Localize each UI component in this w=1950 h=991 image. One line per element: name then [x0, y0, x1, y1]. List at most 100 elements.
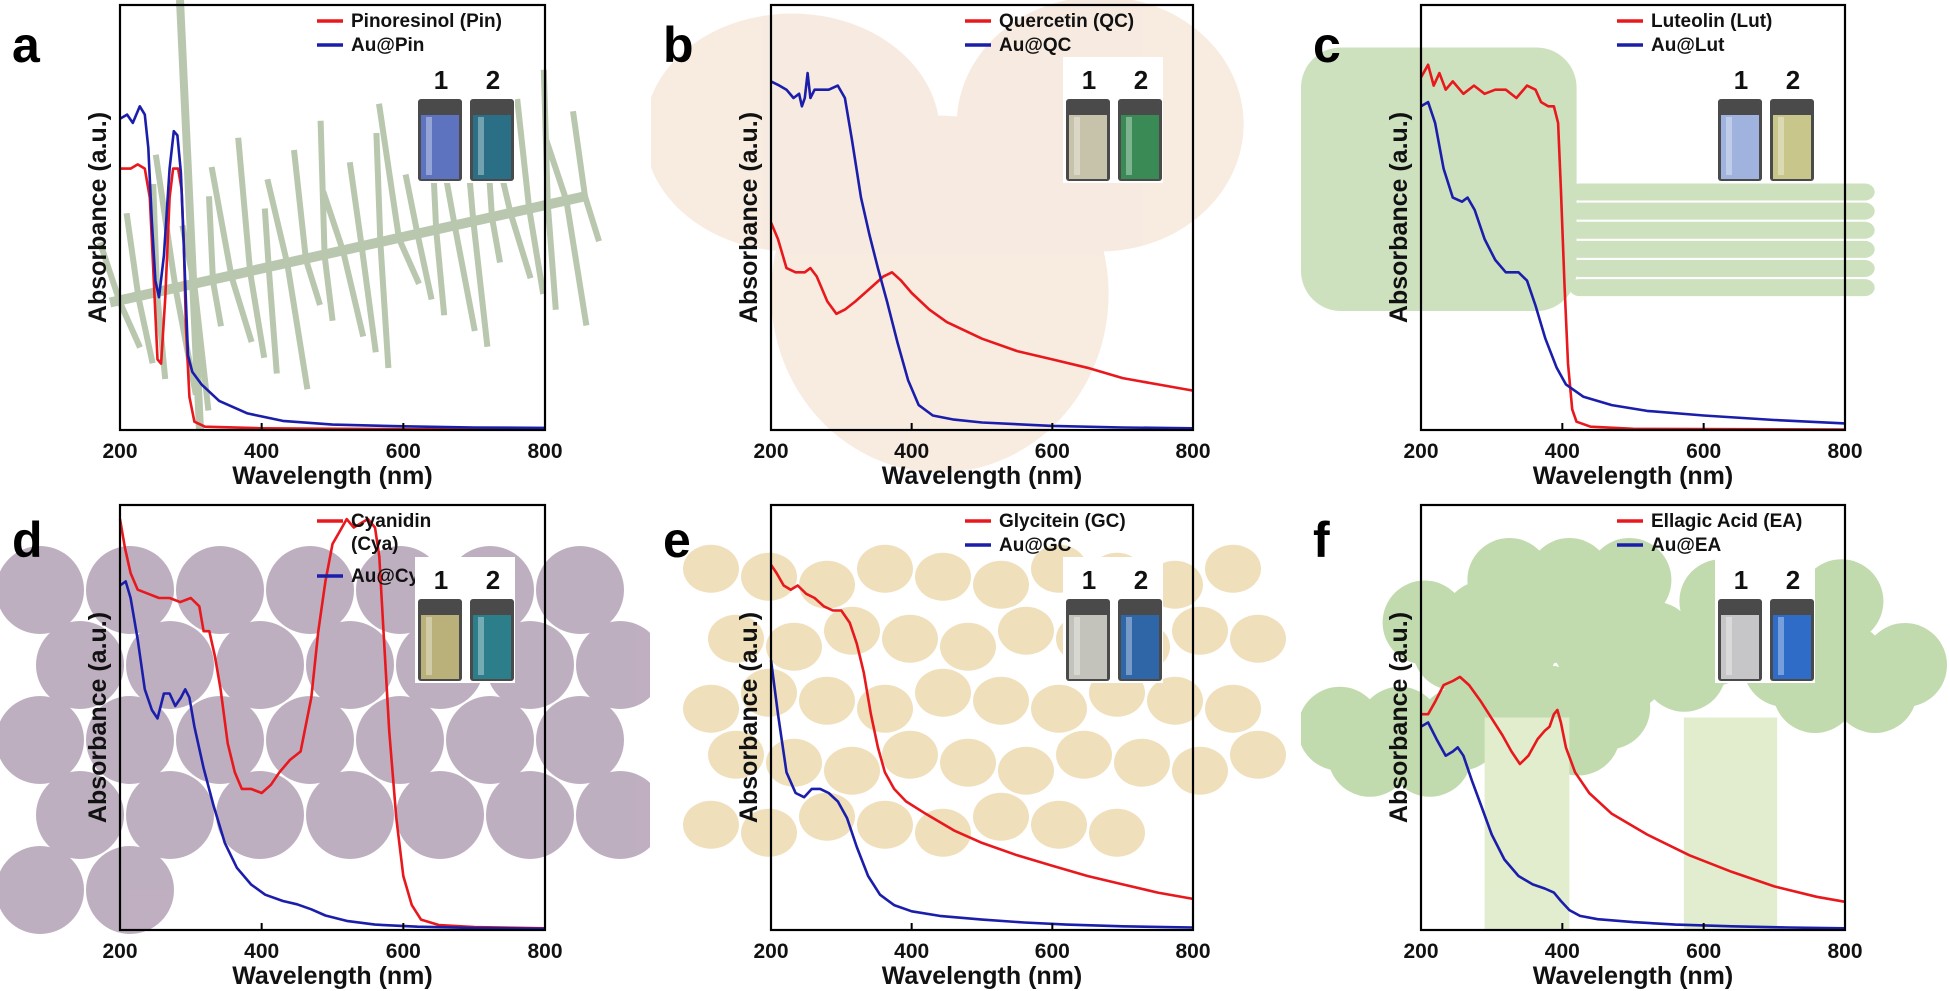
vial-solution: [1121, 115, 1159, 179]
legend-label: Cyanidin (Cya): [351, 511, 431, 555]
series-line-2: [119, 580, 546, 931]
legend-label: Glycitein (GC): [999, 511, 1126, 532]
legend-label: Au@Pin: [351, 35, 424, 56]
vial-glare: [478, 117, 484, 175]
x-tick-label: 800: [527, 940, 562, 963]
x-axis-label: Wavelength (nm): [1533, 462, 1733, 490]
vial-solution: [473, 115, 511, 179]
vial-number: 1: [434, 65, 448, 95]
series-line-2: [769, 660, 1194, 929]
vial-glare: [1778, 117, 1784, 175]
x-tick-label: 800: [1175, 440, 1210, 463]
x-tick-label: 600: [1686, 440, 1721, 463]
plot-frame: [118, 503, 547, 932]
legend-label: Au@Lut: [1651, 35, 1725, 56]
vial-number: 1: [1734, 565, 1748, 595]
vial-number: 2: [1786, 65, 1800, 95]
x-tick-label: 200: [753, 440, 788, 463]
legend-label: Au@EA: [1651, 535, 1722, 556]
x-tick-label: 600: [1686, 940, 1721, 963]
x-tick-label: 400: [1545, 440, 1580, 463]
legend-label: Quercetin (QC): [999, 11, 1134, 32]
background-photo: [1301, 47, 1875, 311]
vial-number: 2: [1134, 565, 1148, 595]
series-line-1: [1421, 675, 1846, 904]
series-line-1: [769, 221, 1194, 392]
y-axis-label: Absorbance (a.u.): [84, 612, 112, 823]
series-line-1: [769, 564, 1194, 901]
legend: Quercetin (QC) Au@QC: [965, 11, 1134, 56]
vial-number: 2: [486, 565, 500, 595]
panel-b: b 200 400 600 800 Wavelength (nm) Absorbance (…: [651, 0, 1244, 490]
plot-frame: [769, 503, 1195, 932]
panel-a: a 200 400 600 800 Wavelength (nm) Absorbance (…: [12, 0, 602, 490]
plot-frame: [118, 3, 547, 432]
vial-solution: [1069, 115, 1107, 179]
legend-label: Au@GC: [999, 535, 1072, 556]
series-line-1: [118, 517, 546, 930]
series-line-1: [120, 163, 546, 431]
vial-solution: [1721, 115, 1759, 179]
panel-letter: f: [1313, 512, 1330, 568]
plot-frame: [769, 3, 1195, 432]
x-tick-label: 200: [102, 440, 137, 463]
vial-solution: [1069, 615, 1107, 679]
y-axis-label: Absorbance (a.u.): [735, 612, 763, 823]
series-line-2: [119, 105, 546, 430]
vial-glare: [1726, 617, 1732, 675]
vial-glare: [1126, 617, 1132, 675]
y-axis-label: Absorbance (a.u.): [735, 112, 763, 323]
panel-letter: c: [1313, 17, 1341, 73]
x-tick-label: 200: [753, 940, 788, 963]
series-line-1: [1419, 63, 1846, 431]
x-tick-label: 600: [1035, 440, 1070, 463]
legend-label: Au@Cya: [351, 566, 430, 587]
series-line-2: [1420, 100, 1846, 425]
x-axis-label: Wavelength (nm): [882, 462, 1082, 490]
background-photo: [1301, 538, 1947, 930]
vial-number: 2: [486, 65, 500, 95]
legend-label: Pinoresinol (Pin): [351, 11, 502, 32]
vial-number: 2: [1134, 65, 1148, 95]
plot-frame: [1419, 503, 1847, 932]
legend: Glycitein (GC) Au@GC: [965, 511, 1126, 556]
panel-letter: d: [12, 512, 43, 568]
x-tick-label: 400: [894, 940, 929, 963]
x-axis-label: Wavelength (nm): [232, 962, 432, 990]
vial-glare: [426, 117, 432, 175]
vial-solution: [1121, 615, 1159, 679]
series-line-2: [770, 71, 1194, 430]
panel-e: e 200 400 600 800 Wavelength (nm) Absorbance (…: [663, 503, 1286, 990]
panel-c: c 200 400 600 800 Wavelength (nm) Absorbance (…: [1301, 3, 1875, 490]
panel-letter: a: [12, 17, 41, 73]
series-line-2: [1420, 721, 1846, 930]
vial-solution: [421, 115, 459, 179]
x-tick-label: 600: [1035, 940, 1070, 963]
vial-number: 1: [1734, 65, 1748, 95]
x-tick-label: 200: [1403, 940, 1438, 963]
vial-glare: [478, 617, 484, 675]
panel-letter: e: [663, 512, 691, 568]
legend: Pinoresinol (Pin) Au@Pin: [317, 11, 502, 56]
vial-solution: [421, 615, 459, 679]
x-axis-label: Wavelength (nm): [882, 962, 1082, 990]
legend: Cyanidin (Cya) Au@Cya: [317, 511, 431, 587]
x-tick-label: 600: [386, 440, 421, 463]
x-tick-label: 400: [244, 940, 279, 963]
vial-glare: [1126, 117, 1132, 175]
vial-number: 1: [1082, 565, 1096, 595]
panel-letter: b: [663, 17, 694, 73]
vial-glare: [1074, 117, 1080, 175]
x-tick-label: 800: [1175, 940, 1210, 963]
vial-solution: [1721, 615, 1759, 679]
panel-d: d 200 400 600 800 Wavelength (nm) Absorbance (…: [0, 503, 650, 990]
vial-solution: [1773, 615, 1811, 679]
legend-label: Luteolin (Lut): [1651, 11, 1772, 32]
x-tick-label: 600: [386, 940, 421, 963]
x-tick-label: 800: [1827, 440, 1862, 463]
